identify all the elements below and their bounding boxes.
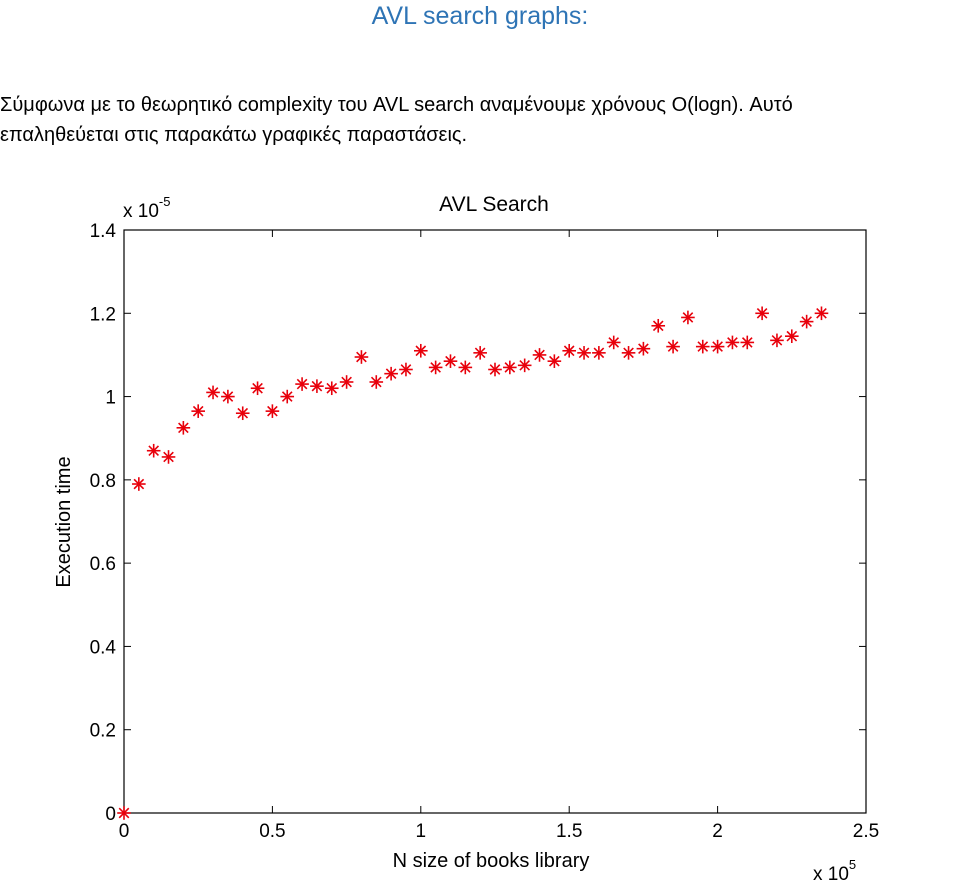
data-point — [206, 385, 220, 400]
x-axis-label: N size of books library — [393, 850, 590, 872]
chart-title: AVL Search — [439, 193, 549, 216]
svg-text:x 10-5: x 10-5 — [123, 194, 170, 222]
data-point — [770, 333, 784, 348]
y-tick-label: 1.4 — [90, 221, 117, 242]
y-exponent-power: -5 — [159, 194, 171, 209]
data-point — [517, 358, 532, 373]
data-point — [295, 377, 309, 391]
data-point — [413, 343, 428, 358]
x-tick-label: 2.5 — [853, 821, 879, 842]
data-point — [606, 335, 621, 350]
data-points — [117, 306, 829, 820]
data-point — [799, 314, 814, 329]
data-point — [339, 375, 354, 389]
x-exponent-base: x 10 — [813, 864, 849, 881]
data-point — [695, 339, 710, 354]
data-point — [681, 310, 695, 325]
data-point — [265, 404, 280, 418]
data-point — [354, 350, 369, 364]
data-point — [443, 354, 458, 368]
data-point — [651, 318, 666, 333]
x-tick-label: 0.5 — [259, 821, 285, 842]
data-point — [235, 406, 250, 421]
data-point — [547, 354, 562, 368]
x-tick-label: 2 — [712, 821, 723, 842]
document-heading: AVL search graphs: — [371, 2, 589, 30]
data-point — [755, 306, 769, 321]
y-tick-label: 0.4 — [90, 637, 117, 658]
svg-text:x 105: x 105 — [813, 857, 856, 881]
data-point — [473, 346, 487, 360]
data-point — [310, 379, 324, 393]
y-tick-label: 1.2 — [90, 304, 116, 325]
data-point — [488, 362, 502, 377]
data-point — [458, 360, 473, 375]
data-point — [250, 381, 265, 396]
scatter-chart: AVL Search x 10-5 00.20.40.60.811.21.4 0… — [53, 193, 879, 881]
data-point — [191, 404, 205, 418]
data-point — [814, 306, 829, 321]
data-point — [161, 450, 176, 464]
data-point — [592, 346, 606, 360]
data-point — [324, 381, 339, 396]
data-point — [666, 339, 680, 354]
document-paragraph: Σύμφωνα με το θεωρητικό complexity του A… — [0, 94, 793, 146]
y-tick-label: 0 — [105, 804, 116, 825]
y-tick-label: 0.8 — [90, 471, 116, 492]
data-point — [636, 341, 651, 356]
y-axis-label: Execution time — [53, 456, 75, 587]
data-point — [280, 389, 295, 404]
data-point — [221, 389, 235, 404]
data-point — [146, 443, 161, 458]
x-exponent: x 105 — [813, 857, 856, 881]
data-point — [532, 348, 547, 362]
data-point — [725, 335, 740, 350]
x-tick-label: 1 — [416, 821, 427, 842]
data-point — [428, 360, 443, 375]
data-point — [503, 360, 517, 375]
plot-frame — [123, 229, 867, 814]
y-exponent-base: x 10 — [123, 201, 159, 222]
y-axis-ticks: 0 0.2 0.4 0.6 0.8 1 1.2 1.4 — [90, 221, 866, 825]
data-point — [784, 329, 799, 343]
data-point — [710, 339, 725, 354]
x-tick-label: 0 — [119, 821, 130, 842]
data-point — [740, 335, 755, 350]
y-exponent: x 10-5 — [123, 194, 170, 222]
data-point — [384, 366, 398, 381]
y-tick-label: 0.6 — [90, 554, 116, 575]
y-tick-label: 1 — [105, 388, 116, 409]
y-tick-label: 0.2 — [90, 721, 116, 742]
x-tick-label: 1.5 — [556, 821, 582, 842]
data-point — [132, 477, 146, 491]
data-point — [117, 806, 131, 820]
x-axis-ticks: 0 0.5 1 1.5 2 2.5 — [119, 230, 879, 842]
data-point — [369, 375, 384, 389]
data-point — [399, 362, 413, 377]
data-point — [621, 346, 636, 360]
data-point — [562, 343, 577, 358]
data-point — [176, 421, 191, 435]
x-exponent-power: 5 — [849, 857, 856, 872]
data-point — [577, 346, 591, 360]
